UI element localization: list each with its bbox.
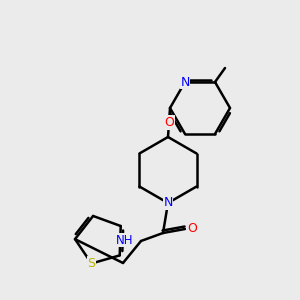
Text: S: S <box>87 257 95 270</box>
Text: N: N <box>180 76 190 88</box>
Text: O: O <box>187 223 197 236</box>
Text: N: N <box>163 196 173 209</box>
Text: NH: NH <box>116 233 133 247</box>
Text: O: O <box>164 116 174 129</box>
